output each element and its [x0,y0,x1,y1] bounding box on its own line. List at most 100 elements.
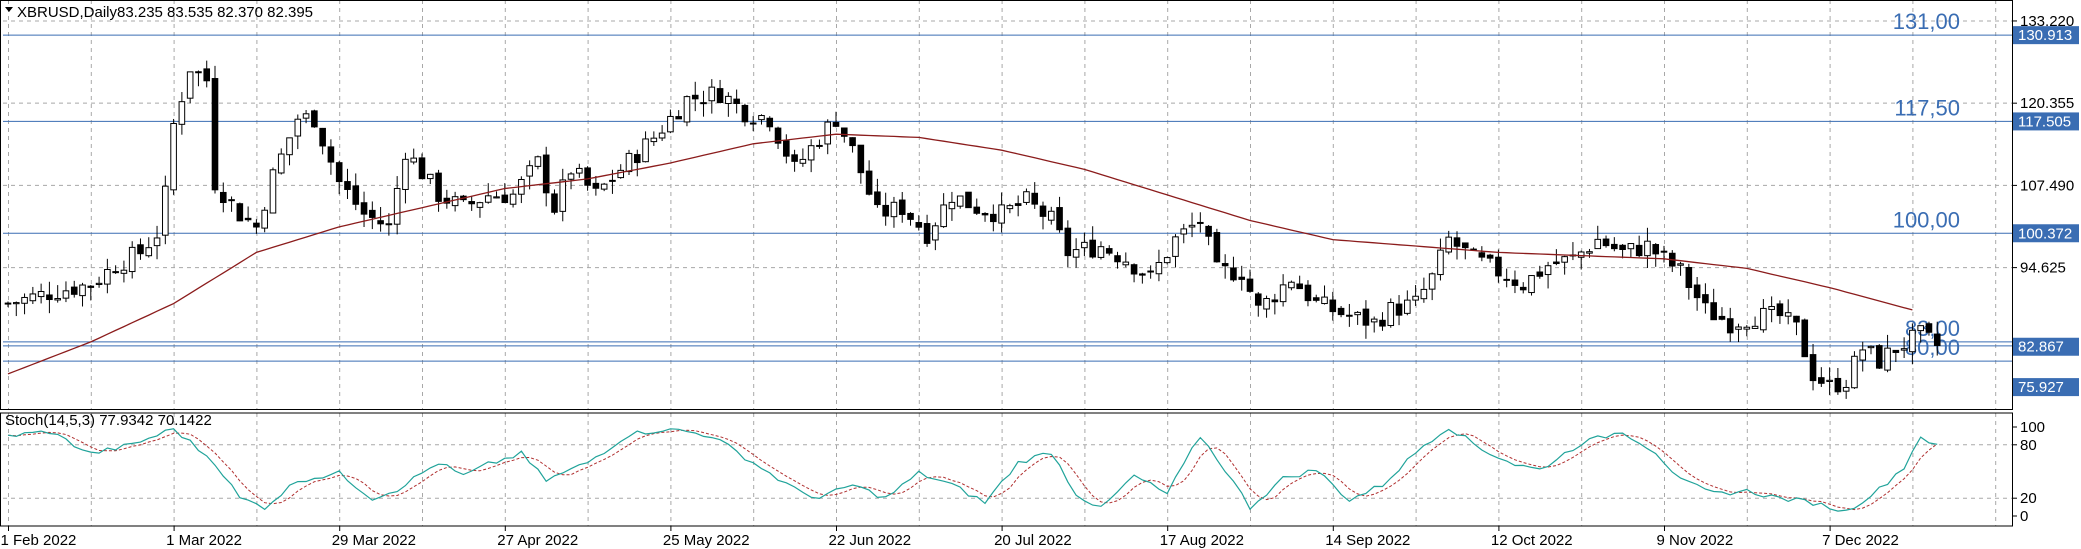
candle[interactable] [1644,227,1651,268]
candle[interactable] [294,114,302,150]
candle[interactable] [137,238,144,260]
candle[interactable] [840,127,848,143]
candle[interactable] [1230,256,1237,282]
candle[interactable] [526,160,533,190]
candle[interactable] [1875,344,1883,370]
candle[interactable] [1486,253,1494,263]
candle[interactable] [435,169,442,212]
candle[interactable] [426,173,434,185]
candle[interactable] [1130,263,1138,283]
candle[interactable] [1710,288,1717,321]
candle[interactable] [1122,252,1130,268]
candle[interactable] [1437,238,1444,281]
candle[interactable] [253,219,260,234]
candle[interactable] [261,206,268,233]
candle[interactable] [700,90,707,117]
candle[interactable] [418,153,426,180]
candle[interactable] [12,301,20,317]
candle[interactable] [1544,261,1552,289]
candle[interactable] [923,214,931,247]
candle[interactable] [774,126,782,149]
candle[interactable] [1495,249,1502,283]
candle[interactable] [1842,379,1850,399]
candle[interactable] [1900,337,1908,359]
candle[interactable] [1288,280,1295,291]
candle[interactable] [1263,295,1270,318]
candle[interactable] [21,293,28,315]
candle[interactable] [1826,367,1833,395]
candle[interactable] [1379,312,1386,331]
candle[interactable] [1453,231,1461,260]
candle[interactable] [965,191,972,209]
candle[interactable] [120,260,128,283]
candle[interactable] [807,139,815,173]
candle[interactable] [1114,251,1121,269]
candle[interactable] [1627,243,1635,258]
candle[interactable] [915,215,923,231]
candle[interactable] [1362,300,1370,339]
candle[interactable] [1933,321,1941,356]
candle[interactable] [153,225,161,260]
candle[interactable] [1172,234,1179,268]
candle[interactable] [1851,351,1858,389]
candle[interactable] [1354,311,1361,325]
candle[interactable] [956,195,964,209]
candle[interactable] [1445,230,1453,255]
candle[interactable] [509,189,517,208]
candle[interactable] [468,195,475,211]
candle[interactable] [1346,303,1353,327]
candle[interactable] [932,222,939,251]
candle[interactable] [319,127,326,155]
candle[interactable] [1039,201,1047,230]
candle[interactable] [1602,235,1610,248]
candle[interactable] [369,201,376,230]
candle[interactable] [54,285,61,303]
candle[interactable] [559,168,567,222]
candle[interactable] [211,65,219,194]
candle[interactable] [816,139,823,149]
candle[interactable] [998,192,1005,233]
candle[interactable] [195,70,202,87]
candle[interactable] [725,92,732,117]
candle[interactable] [95,276,103,288]
candle[interactable] [592,175,600,196]
candle[interactable] [617,164,625,179]
candle[interactable] [1884,334,1891,373]
candle[interactable] [1246,269,1254,293]
candle[interactable] [683,95,691,127]
candle[interactable] [766,116,774,132]
candle[interactable] [311,109,318,128]
candle[interactable] [1213,228,1221,263]
candle[interactable] [1072,238,1080,268]
candle[interactable] [186,71,194,104]
candle[interactable] [1685,263,1693,300]
candle[interactable] [1321,285,1328,305]
candle[interactable] [1801,318,1809,358]
candle[interactable] [1238,265,1246,291]
candle[interactable] [1577,250,1585,270]
candle[interactable] [865,160,873,196]
candle[interactable] [1014,195,1022,217]
candle[interactable] [170,118,177,195]
candle[interactable] [741,103,749,127]
candle[interactable] [1461,242,1469,260]
candle[interactable] [1677,261,1684,276]
candle[interactable] [1635,235,1643,258]
candle[interactable] [1221,254,1229,279]
candle[interactable] [650,131,658,146]
candle[interactable] [1776,300,1784,324]
candle[interactable] [600,182,608,192]
candle[interactable] [70,280,78,298]
candle[interactable] [1147,265,1154,279]
candle[interactable] [1693,276,1701,311]
candle[interactable] [104,258,111,294]
candle[interactable] [1751,316,1759,329]
candle[interactable] [1652,243,1660,267]
candle[interactable] [882,192,889,226]
candle[interactable] [1536,265,1544,279]
candle[interactable] [1056,196,1063,233]
candle[interactable] [551,189,558,215]
candle[interactable] [1163,256,1171,265]
candle[interactable] [1917,325,1924,343]
candle[interactable] [940,193,947,228]
